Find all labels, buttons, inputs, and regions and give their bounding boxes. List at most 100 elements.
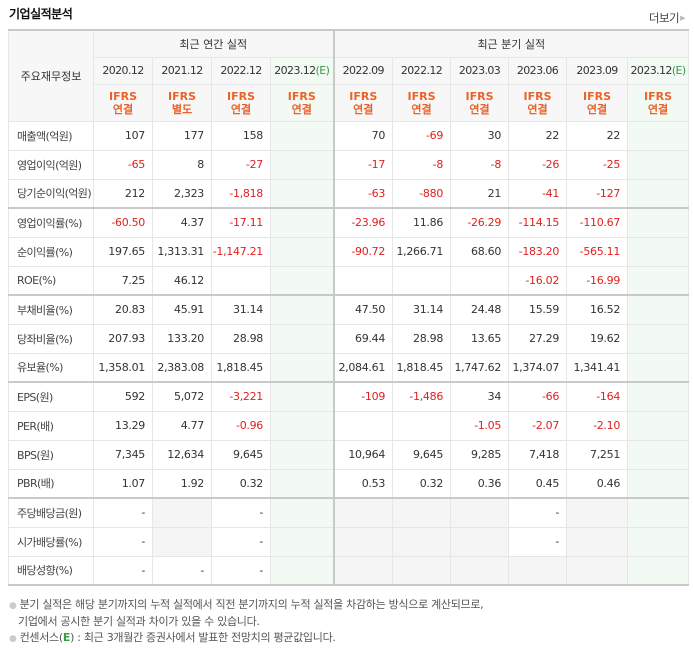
value-cell: -: [93, 526, 153, 557]
basis-header: IFRS 연결: [392, 83, 452, 122]
table-row: 유보율(%) 1,358.01 2,383.08 1,818.45 2,084.61 1,…: [8, 352, 690, 383]
value-cell: [269, 439, 335, 470]
basis-header: IFRS 별도: [152, 83, 212, 122]
value-cell: 45.91: [152, 294, 212, 325]
period-label: 2023.12: [274, 64, 316, 77]
basis-type: 연결: [291, 102, 312, 116]
value-cell: -26.29: [450, 207, 510, 238]
value-cell: [627, 120, 690, 151]
table-row: 시가배당률(%) - - -: [8, 526, 690, 557]
table-row: BPS(원) 7,345 12,634 9,645 10,964 9,645 9,285 7,…: [8, 439, 690, 470]
value-cell: -1.05: [450, 410, 510, 441]
basis-standard: IFRS: [168, 89, 196, 103]
basis-type: 별도: [171, 102, 193, 116]
value-cell: 2,323: [152, 178, 212, 209]
value-cell: -183.20: [508, 236, 568, 267]
table-row: 배당성향(%) - - -: [8, 555, 690, 586]
value-cell: 0.45: [508, 468, 568, 499]
value-cell: [332, 497, 394, 528]
table-row: 주당배당금(원) - - -: [8, 497, 690, 528]
row-label: 영업이익률(%): [8, 207, 94, 238]
value-cell: [269, 555, 335, 586]
value-cell: -: [211, 497, 271, 528]
value-cell: [627, 352, 690, 383]
period-header: 2022.12: [211, 56, 271, 85]
value-cell: -26: [508, 149, 568, 180]
value-cell: 22: [566, 120, 629, 151]
value-cell: -880: [392, 178, 452, 209]
period-header: 2021.12: [152, 56, 212, 85]
value-cell: -109: [332, 381, 394, 412]
footnotes: ● 분기 실적은 해당 분기까지의 누적 실적에서 직전 분기까지의 누적 실적을…: [9, 597, 484, 647]
basis-type: 연결: [353, 102, 374, 116]
basis-standard: IFRS: [287, 89, 316, 103]
value-cell: 13.29: [93, 410, 153, 441]
row-label: 시가배당률(%): [8, 526, 94, 557]
period-label: 2023.12: [630, 64, 673, 77]
basis-type: 연결: [586, 102, 608, 116]
basis-type: 연결: [647, 102, 669, 116]
section-title: 기업실적분석: [9, 7, 73, 21]
value-cell: [269, 526, 335, 557]
value-cell: [627, 236, 690, 267]
basis-header: IFRS 연결: [332, 83, 394, 122]
value-cell: -41: [508, 178, 568, 209]
note-1: 분기 실적은 해당 분기까지의 누적 실적에서 직전 분기까지의 누적 실적을 …: [19, 598, 484, 611]
value-cell: 28.98: [211, 323, 271, 354]
period-label: 2023.06: [516, 64, 559, 77]
period-label: 2022.09: [342, 64, 385, 77]
value-cell: -1,147.21: [211, 236, 271, 267]
value-cell: 11.86: [392, 207, 452, 238]
value-cell: 12,634: [152, 439, 212, 470]
table-row: 당기순이익(억원) 212 2,323 -1,818 -63 -880 21 -41 -127: [8, 178, 690, 209]
row-label: 주당배당금(원): [8, 497, 94, 528]
value-cell: [269, 265, 335, 296]
value-cell: [627, 555, 690, 586]
value-cell: [269, 323, 335, 354]
value-cell: [627, 526, 690, 557]
value-cell: -69: [392, 120, 452, 151]
financial-table: 주요재무정보 최근 연간 실적 최근 분기 실적 2020.12 2021.12 2…: [8, 29, 690, 586]
more-link[interactable]: 더보기▶: [648, 10, 686, 26]
value-cell: [332, 555, 394, 586]
period-header: 2023.12(E): [627, 56, 690, 85]
value-cell: 1,374.07: [508, 352, 568, 383]
value-cell: [152, 497, 212, 528]
row-label: 당기순이익(억원): [8, 178, 94, 209]
row-label: 순이익률(%): [8, 236, 94, 267]
value-cell: 1,818.45: [392, 352, 452, 383]
value-cell: [566, 555, 629, 586]
row-label: ROE(%): [8, 265, 94, 296]
value-cell: 7,251: [566, 439, 629, 470]
note-2: 기업에서 공시한 분기 실적과 차이가 있을 수 있습니다.: [18, 615, 260, 628]
table-row: 영업이익률(%) -60.50 4.37 -17.11 -23.96 11.86 -26.2…: [8, 207, 690, 238]
value-cell: 7,345: [93, 439, 153, 470]
value-cell: 10,964: [332, 439, 394, 470]
value-cell: 20.83: [93, 294, 153, 325]
basis-type: 연결: [527, 102, 548, 116]
value-cell: -8: [392, 149, 452, 180]
value-cell: 158: [211, 120, 271, 151]
value-cell: 1,747.62: [450, 352, 510, 383]
table-row: PER(배) 13.29 4.77 -0.96 -1.05 -2.07 -2.10: [8, 410, 690, 441]
value-cell: [627, 323, 690, 354]
more-label: 더보기: [648, 11, 680, 25]
value-cell: -: [93, 497, 153, 528]
value-cell: -: [152, 555, 212, 586]
value-cell: 7,418: [508, 439, 568, 470]
value-cell: 69.44: [332, 323, 394, 354]
value-cell: -8: [450, 149, 510, 180]
table-row: 영업이익(억원) -65 8 -27 -17 -8 -8 -26 -25: [8, 149, 690, 180]
basis-standard: IFRS: [523, 89, 552, 103]
value-cell: 4.37: [152, 207, 212, 238]
value-cell: 5,072: [152, 381, 212, 412]
value-cell: [392, 410, 452, 441]
row-label: 매출액(억원): [8, 120, 94, 151]
basis-header: IFRS 연결: [566, 83, 629, 122]
row-label: 당좌비율(%): [8, 323, 94, 354]
value-cell: [269, 410, 335, 441]
value-cell: -16.02: [508, 265, 568, 296]
value-cell: 27.29: [508, 323, 568, 354]
value-cell: 4.77: [152, 410, 212, 441]
period-label: 2023.09: [576, 64, 618, 77]
